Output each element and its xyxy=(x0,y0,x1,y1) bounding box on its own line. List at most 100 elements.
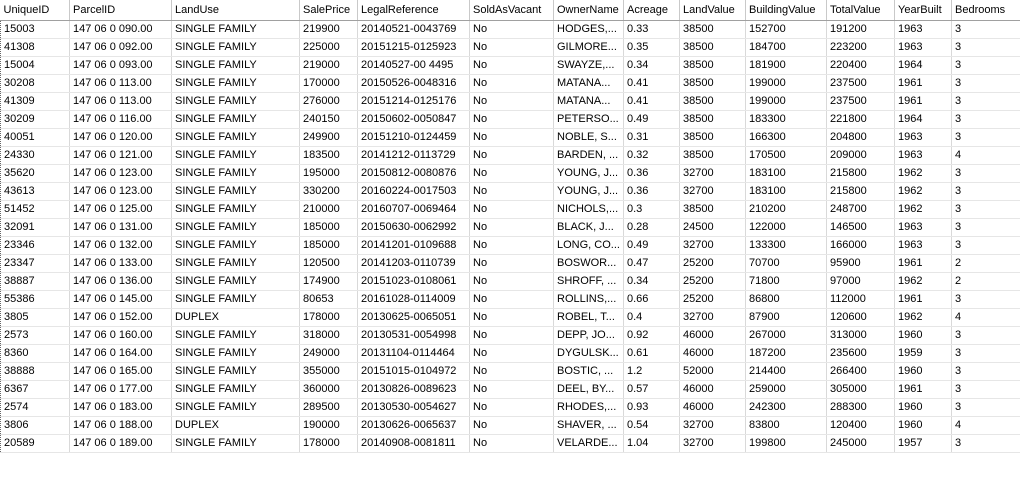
cell-landvalue[interactable]: 25200 xyxy=(679,254,746,273)
cell-soldasvacant[interactable]: No xyxy=(469,272,554,291)
cell-legalreference[interactable]: 20160707-0069464 xyxy=(357,200,470,219)
cell-parcelid[interactable]: 147 06 0 116.00 xyxy=(69,110,172,129)
cell-buildingvalue[interactable]: 184700 xyxy=(745,38,827,57)
cell-acreage[interactable]: 0.4 xyxy=(623,308,680,327)
cell-acreage[interactable]: 0.34 xyxy=(623,56,680,75)
cell-bedrooms[interactable]: 3 xyxy=(951,290,1020,309)
cell-soldasvacant[interactable]: No xyxy=(469,128,554,147)
cell-parcelid[interactable]: 147 06 0 177.00 xyxy=(69,380,172,399)
table-row[interactable]: 32091 147 06 0 131.00 SINGLE FAMILY 185000 2… xyxy=(0,218,1020,237)
cell-buildingvalue[interactable]: 210200 xyxy=(745,200,827,219)
cell-uniqueid[interactable]: 38888 xyxy=(0,362,70,381)
cell-yearbuilt[interactable]: 1960 xyxy=(894,326,952,345)
cell-bedrooms[interactable]: 3 xyxy=(951,218,1020,237)
cell-soldasvacant[interactable]: No xyxy=(469,254,554,273)
cell-soldasvacant[interactable]: No xyxy=(469,110,554,129)
cell-acreage[interactable]: 0.47 xyxy=(623,254,680,273)
cell-bedrooms[interactable]: 3 xyxy=(951,92,1020,111)
cell-landuse[interactable]: SINGLE FAMILY xyxy=(171,272,300,291)
cell-bedrooms[interactable]: 3 xyxy=(951,344,1020,363)
cell-buildingvalue[interactable]: 170500 xyxy=(745,146,827,165)
column-header-uniqueid[interactable]: UniqueID xyxy=(0,0,70,21)
cell-buildingvalue[interactable]: 199000 xyxy=(745,74,827,93)
table-row[interactable]: 3806 147 06 0 188.00 DUPLEX 190000 20130626-… xyxy=(0,416,1020,435)
cell-landvalue[interactable]: 38500 xyxy=(679,200,746,219)
cell-bedrooms[interactable]: 3 xyxy=(951,110,1020,129)
cell-landuse[interactable]: SINGLE FAMILY xyxy=(171,110,300,129)
cell-bedrooms[interactable]: 4 xyxy=(951,308,1020,327)
cell-bedrooms[interactable]: 3 xyxy=(951,56,1020,75)
cell-totalvalue[interactable]: 215800 xyxy=(826,164,895,183)
cell-soldasvacant[interactable]: No xyxy=(469,164,554,183)
cell-acreage[interactable]: 0.49 xyxy=(623,110,680,129)
cell-yearbuilt[interactable]: 1957 xyxy=(894,434,952,453)
cell-parcelid[interactable]: 147 06 0 145.00 xyxy=(69,290,172,309)
cell-acreage[interactable]: 0.3 xyxy=(623,200,680,219)
cell-buildingvalue[interactable]: 152700 xyxy=(745,20,827,39)
cell-legalreference[interactable]: 20150526-0048316 xyxy=(357,74,470,93)
cell-soldasvacant[interactable]: No xyxy=(469,380,554,399)
cell-landvalue[interactable]: 32700 xyxy=(679,236,746,255)
cell-yearbuilt[interactable]: 1961 xyxy=(894,74,952,93)
cell-ownername[interactable]: ROBEL, T... xyxy=(553,308,624,327)
cell-uniqueid[interactable]: 35620 xyxy=(0,164,70,183)
table-row[interactable]: 23347 147 06 0 133.00 SINGLE FAMILY 120500 2… xyxy=(0,254,1020,273)
cell-legalreference[interactable]: 20160224-0017503 xyxy=(357,182,470,201)
cell-legalreference[interactable]: 20150602-0050847 xyxy=(357,110,470,129)
cell-totalvalue[interactable]: 237500 xyxy=(826,74,895,93)
cell-totalvalue[interactable]: 146500 xyxy=(826,218,895,237)
cell-totalvalue[interactable]: 95900 xyxy=(826,254,895,273)
cell-bedrooms[interactable]: 3 xyxy=(951,164,1020,183)
cell-parcelid[interactable]: 147 06 0 164.00 xyxy=(69,344,172,363)
cell-ownername[interactable]: NICHOLS,... xyxy=(553,200,624,219)
cell-landvalue[interactable]: 38500 xyxy=(679,128,746,147)
cell-parcelid[interactable]: 147 06 0 092.00 xyxy=(69,38,172,57)
cell-buildingvalue[interactable]: 133300 xyxy=(745,236,827,255)
cell-uniqueid[interactable]: 51452 xyxy=(0,200,70,219)
column-header-totalvalue[interactable]: TotalValue xyxy=(826,0,895,21)
cell-uniqueid[interactable]: 32091 xyxy=(0,218,70,237)
cell-uniqueid[interactable]: 6367 xyxy=(0,380,70,399)
cell-totalvalue[interactable]: 120600 xyxy=(826,308,895,327)
cell-saleprice[interactable]: 219000 xyxy=(299,56,358,75)
cell-yearbuilt[interactable]: 1961 xyxy=(894,92,952,111)
cell-ownername[interactable]: ROLLINS,... xyxy=(553,290,624,309)
cell-parcelid[interactable]: 147 06 0 123.00 xyxy=(69,164,172,183)
cell-soldasvacant[interactable]: No xyxy=(469,200,554,219)
cell-buildingvalue[interactable]: 70700 xyxy=(745,254,827,273)
cell-yearbuilt[interactable]: 1962 xyxy=(894,182,952,201)
cell-totalvalue[interactable]: 288300 xyxy=(826,398,895,417)
cell-soldasvacant[interactable]: No xyxy=(469,362,554,381)
cell-saleprice[interactable]: 289500 xyxy=(299,398,358,417)
cell-landvalue[interactable]: 38500 xyxy=(679,56,746,75)
cell-landuse[interactable]: SINGLE FAMILY xyxy=(171,362,300,381)
cell-yearbuilt[interactable]: 1963 xyxy=(894,218,952,237)
cell-landuse[interactable]: SINGLE FAMILY xyxy=(171,380,300,399)
cell-landvalue[interactable]: 32700 xyxy=(679,416,746,435)
cell-parcelid[interactable]: 147 06 0 093.00 xyxy=(69,56,172,75)
cell-saleprice[interactable]: 318000 xyxy=(299,326,358,345)
cell-parcelid[interactable]: 147 06 0 113.00 xyxy=(69,92,172,111)
cell-acreage[interactable]: 0.41 xyxy=(623,74,680,93)
cell-ownername[interactable]: LONG, CO... xyxy=(553,236,624,255)
cell-totalvalue[interactable]: 204800 xyxy=(826,128,895,147)
table-row[interactable]: 35620 147 06 0 123.00 SINGLE FAMILY 195000 2… xyxy=(0,164,1020,183)
cell-soldasvacant[interactable]: No xyxy=(469,146,554,165)
table-row[interactable]: 38888 147 06 0 165.00 SINGLE FAMILY 355000 2… xyxy=(0,362,1020,381)
cell-legalreference[interactable]: 20131104-0114464 xyxy=(357,344,470,363)
cell-bedrooms[interactable]: 3 xyxy=(951,434,1020,453)
cell-landvalue[interactable]: 25200 xyxy=(679,272,746,291)
cell-totalvalue[interactable]: 313000 xyxy=(826,326,895,345)
cell-parcelid[interactable]: 147 06 0 090.00 xyxy=(69,20,172,39)
cell-bedrooms[interactable]: 2 xyxy=(951,254,1020,273)
table-row[interactable]: 38887 147 06 0 136.00 SINGLE FAMILY 174900 2… xyxy=(0,272,1020,291)
cell-uniqueid[interactable]: 15003 xyxy=(0,20,70,39)
cell-legalreference[interactable]: 20130625-0065051 xyxy=(357,308,470,327)
cell-ownername[interactable]: RHODES,... xyxy=(553,398,624,417)
cell-landuse[interactable]: SINGLE FAMILY xyxy=(171,20,300,39)
cell-legalreference[interactable]: 20151210-0124459 xyxy=(357,128,470,147)
table-row[interactable]: 15004 147 06 0 093.00 SINGLE FAMILY 219000 2… xyxy=(0,56,1020,75)
table-row[interactable]: 41308 147 06 0 092.00 SINGLE FAMILY 225000 2… xyxy=(0,38,1020,57)
column-header-saleprice[interactable]: SalePrice xyxy=(299,0,358,21)
cell-landvalue[interactable]: 46000 xyxy=(679,380,746,399)
